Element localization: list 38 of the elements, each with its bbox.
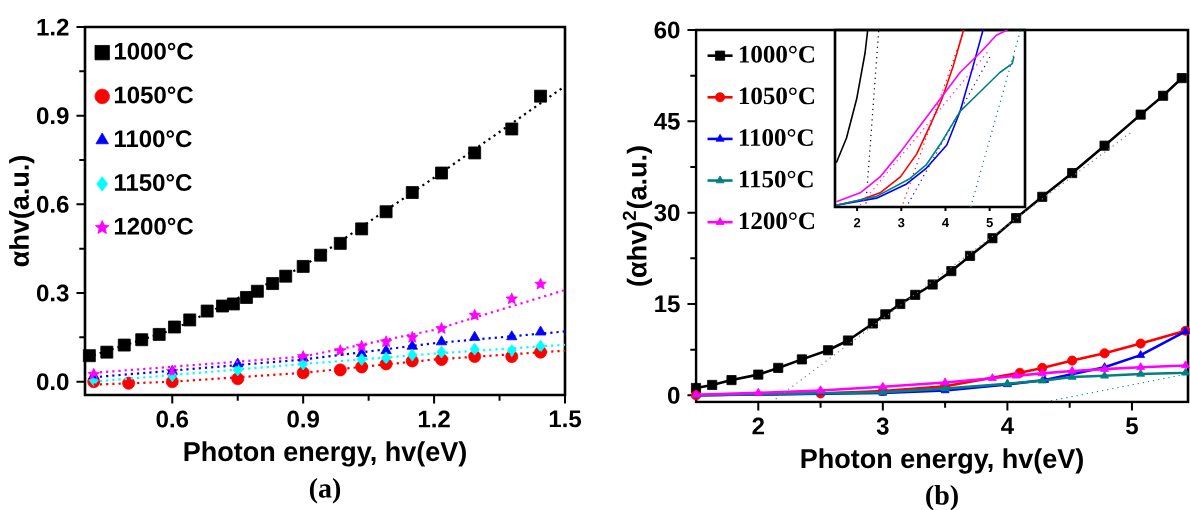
y-tick-label: 0.3: [36, 284, 69, 302]
x-axis-title: Photon energy, hv(eV): [801, 448, 1083, 474]
x-tick-label: 5: [986, 218, 993, 228]
x-tick-label: 2: [752, 417, 764, 435]
legend-label: 1200°C: [739, 212, 815, 230]
x-axis-title: Photon energy, hv(eV): [184, 441, 466, 467]
x-tick-label: 1.5: [549, 410, 582, 428]
y-tick-label: 0.9: [36, 107, 69, 125]
legend-label: 1200°C: [114, 217, 194, 235]
legend-label: 1100°C: [739, 129, 813, 146]
y-tick-label: 0.0: [36, 373, 69, 391]
x-tick-label: 1.2: [418, 410, 450, 428]
text: (a): [309, 478, 341, 504]
legend-label: 1150°C: [114, 174, 192, 192]
y-axis-title: αhv(a.u.): [9, 156, 35, 267]
x-tick-label: 0.6: [156, 410, 189, 428]
y-tick-label: 0: [667, 386, 680, 404]
x-tick-label: 4: [942, 218, 950, 228]
legend-label: 1000°C: [114, 42, 194, 60]
x-tick-label: 4: [1001, 417, 1014, 435]
legend-label: 1150°C: [739, 170, 813, 188]
y-tick-label: 60: [654, 21, 680, 39]
y-tick-label: 45: [654, 112, 680, 130]
legend-label: 1000°C: [739, 45, 815, 63]
x-tick-label: 3: [876, 417, 889, 435]
x-tick-label: 2: [853, 218, 861, 228]
x-tick-label: 3: [897, 218, 905, 228]
y-tick-label: 15: [655, 295, 680, 313]
x-tick-label: 5: [1126, 417, 1138, 435]
x-tick-label: 0.9: [287, 410, 319, 428]
legend-label: 1100°C: [114, 130, 192, 148]
y-axis-title: (αhv)$^{2}$(a.u.): [622, 146, 652, 286]
y-tick-label: 0.6: [36, 195, 69, 213]
text: (b): [926, 485, 958, 510]
y-tick-label: 1.2: [37, 18, 69, 36]
legend-label: 1050°C: [739, 87, 815, 105]
legend-label: 1050°C: [114, 86, 194, 104]
y-tick-label: 30: [654, 204, 680, 222]
